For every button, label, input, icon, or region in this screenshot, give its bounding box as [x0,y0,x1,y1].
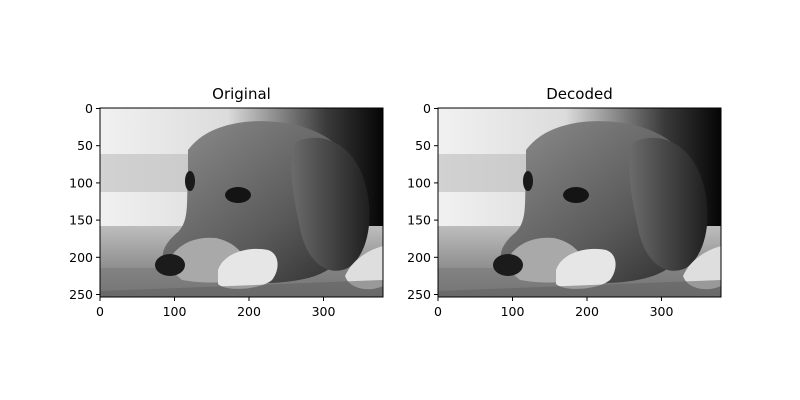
x-axis: 0 100 200 300 [434,297,673,319]
x-tick-label: 200 [575,304,599,319]
y-tick-label: 0 [85,101,93,116]
x-tick-label: 300 [650,304,674,319]
x-tick-label: 300 [312,304,336,319]
panel-title: Original [212,85,271,103]
y-tick-label: 100 [407,175,431,190]
y-tick-label: 150 [407,213,431,228]
x-tick-label: 0 [434,304,442,319]
x-tick-label: 200 [237,304,261,319]
image-panel: 0 100 200 300 0 50 100 150 200 250 [407,101,722,319]
y-axis: 0 50 100 150 200 250 [407,101,438,302]
y-tick-label: 200 [69,250,93,265]
y-axis: 0 50 100 150 200 250 [69,101,100,302]
dog-photo [100,108,383,297]
y-tick-label: 200 [407,250,431,265]
y-tick-label: 100 [69,175,93,190]
y-tick-label: 150 [69,213,93,228]
y-tick-label: 250 [69,287,93,302]
panel-title: Decoded [546,85,613,103]
image-panel: 0 100 200 300 0 50 100 150 200 250 [69,101,384,319]
x-axis: 0 100 200 300 [96,297,335,319]
y-tick-label: 0 [423,101,431,116]
y-tick-label: 50 [77,138,93,153]
dog-photo [438,108,721,297]
x-tick-label: 0 [96,304,104,319]
y-tick-label: 50 [415,138,431,153]
x-tick-label: 100 [163,304,187,319]
x-tick-label: 100 [501,304,525,319]
panel-original: Original 0 100 200 300 0 [69,85,384,319]
y-tick-label: 250 [407,287,431,302]
panel-decoded: Decoded 0 100 200 300 0 [407,85,722,319]
